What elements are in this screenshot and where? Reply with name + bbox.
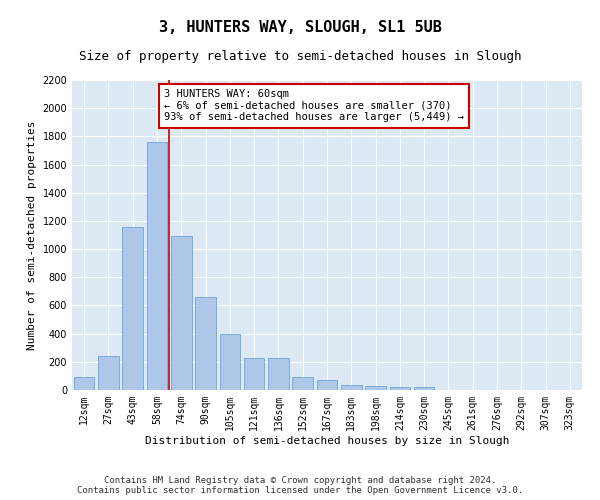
Bar bbox=[414, 387, 434, 390]
Y-axis label: Number of semi-detached properties: Number of semi-detached properties bbox=[27, 120, 37, 350]
Bar bbox=[171, 236, 191, 390]
Bar bbox=[268, 358, 289, 390]
Bar bbox=[341, 385, 362, 390]
Bar bbox=[244, 358, 265, 390]
X-axis label: Distribution of semi-detached houses by size in Slough: Distribution of semi-detached houses by … bbox=[145, 436, 509, 446]
Bar bbox=[365, 386, 386, 390]
Bar bbox=[220, 334, 240, 390]
Bar bbox=[292, 378, 313, 390]
Text: Size of property relative to semi-detached houses in Slough: Size of property relative to semi-detach… bbox=[79, 50, 521, 63]
Bar bbox=[317, 380, 337, 390]
Bar bbox=[146, 142, 167, 390]
Bar bbox=[195, 297, 216, 390]
Text: Contains HM Land Registry data © Crown copyright and database right 2024.
Contai: Contains HM Land Registry data © Crown c… bbox=[77, 476, 523, 495]
Bar bbox=[122, 226, 143, 390]
Bar bbox=[389, 387, 410, 390]
Text: 3, HUNTERS WAY, SLOUGH, SL1 5UB: 3, HUNTERS WAY, SLOUGH, SL1 5UB bbox=[158, 20, 442, 35]
Bar bbox=[74, 378, 94, 390]
Text: 3 HUNTERS WAY: 60sqm
← 6% of semi-detached houses are smaller (370)
93% of semi-: 3 HUNTERS WAY: 60sqm ← 6% of semi-detach… bbox=[164, 90, 464, 122]
Bar bbox=[98, 356, 119, 390]
